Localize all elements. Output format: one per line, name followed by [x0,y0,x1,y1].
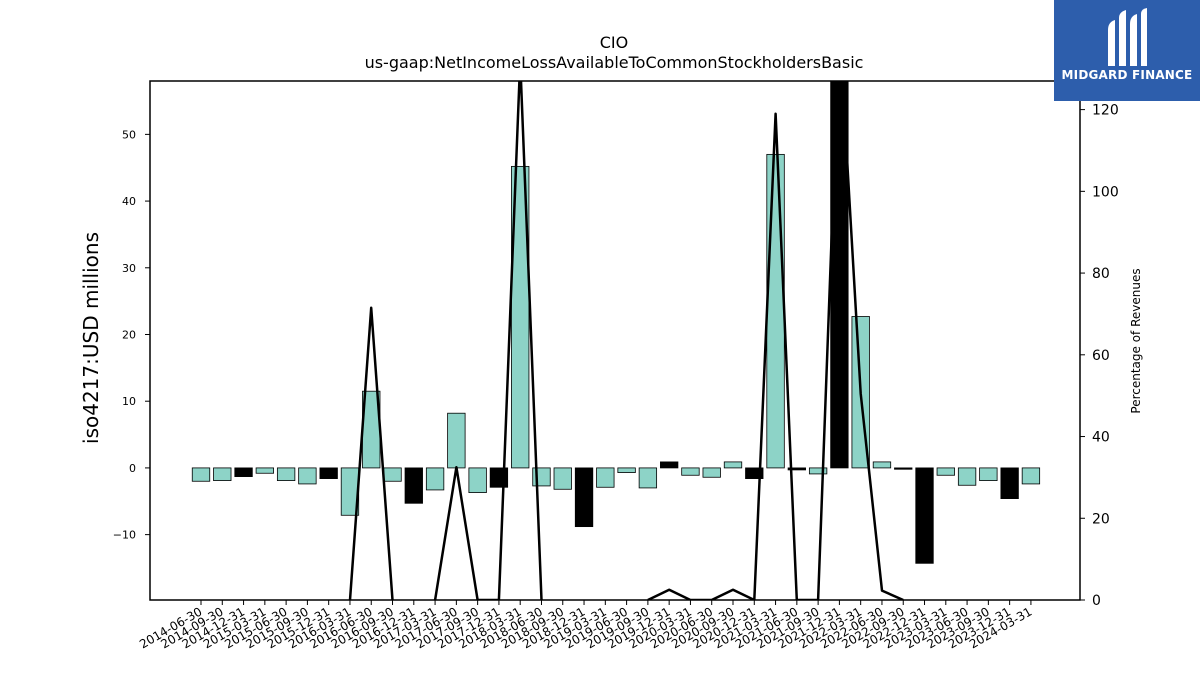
midgard-logo-icon [1108,8,1147,66]
line-layer [348,81,904,600]
chart-title: CIO [600,33,628,52]
bar-2014-12-31 [234,467,253,477]
bar-2017-03-31 [425,467,445,491]
y2-axis-label: Percentage of Revenues [1129,268,1143,413]
y2-tick-label: 20 [1092,511,1110,527]
y2-tick-label: 40 [1092,430,1110,446]
y2-tick-label: 80 [1092,266,1110,282]
bar-2014-06-30 [191,467,211,482]
bar-2020-06-30 [702,467,721,478]
bar-2021-06-30 [787,467,806,471]
bar-2020-09-30 [723,461,743,469]
y-tick-label: 50 [122,128,136,141]
bar-2022-09-30 [894,467,913,470]
bar-2023-12-31 [1000,467,1019,500]
y-tick-label: −10 [113,529,136,542]
bar-2022-06-30 [872,461,892,469]
bar-2022-12-31 [915,467,934,564]
y2-axis: 0 20 40 60 80 100 120 [1080,103,1119,609]
bar-2020-12-31 [745,467,764,479]
bar-2016-09-30 [383,467,402,482]
y-tick-label: 40 [122,195,136,208]
bar-2023-09-30 [979,467,998,481]
x-axis: 2014-06-302014-09-302014-12-312015-03-31… [137,600,1034,651]
bar-2019-03-31 [596,467,615,488]
bar-2021-03-31 [766,153,785,469]
y-axis-label: iso4217:USD millions [79,232,103,444]
bar-2019-06-30 [617,467,636,473]
bar-2015-09-30 [298,467,317,485]
plot-frame [149,80,1081,601]
bar-2014-09-30 [213,467,232,481]
bars-layer [191,81,1041,564]
bar-2023-06-30 [957,467,977,486]
bar-2018-12-31 [574,467,594,528]
bar-2015-03-31 [255,467,274,474]
bar-2020-03-31 [681,467,700,476]
bar-2018-09-30 [553,467,572,490]
bar-2017-06-30 [447,412,466,469]
y2-tick-label: 0 [1092,593,1101,609]
y-tick-label: 30 [122,262,136,275]
revenue-pct-line-segment-2 [647,81,904,600]
y-tick-label: 0 [129,462,136,475]
y2-tick-label: 100 [1092,184,1119,200]
bar-2017-09-30 [468,467,487,493]
y2-tick-label: 120 [1092,103,1119,119]
brand-logo: MIDGARD FINANCE [1054,0,1200,101]
bar-2023-03-31 [936,467,955,476]
bar-2016-12-31 [404,467,423,504]
y-tick-label: 10 [122,395,136,408]
revenue-pct-line-segment-1 [433,81,543,600]
revenue-pct-line-segment-0 [348,306,394,600]
bar-2019-12-31 [660,461,679,469]
bar-2019-09-30 [638,467,658,489]
bar-2015-12-31 [319,467,338,479]
bar-2021-12-31 [830,81,849,469]
y-axis: −10 0 10 20 30 40 50 [113,128,150,542]
bar-2015-06-30 [276,467,296,481]
y-tick-label: 20 [122,328,136,341]
bar-2024-03-31 [1021,467,1041,485]
chart-subtitle: us-gaap:NetIncomeLossAvailableToCommonSt… [365,53,864,72]
brand-logo-text: MIDGARD FINANCE [1061,68,1193,82]
bar-2021-09-30 [808,467,828,475]
y2-tick-label: 60 [1092,348,1110,364]
bar-2018-03-31 [511,165,530,469]
